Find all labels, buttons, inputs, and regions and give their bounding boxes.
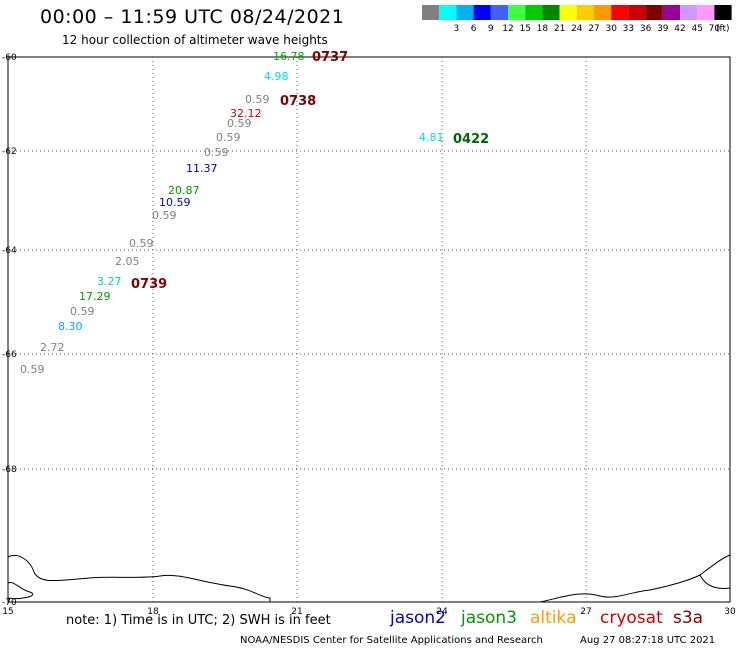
- legend-swatch: [662, 5, 680, 20]
- credit-line: NOAA/NESDIS Center for Satellite Applica…: [240, 635, 543, 646]
- satellite-jason3: jason3: [461, 608, 517, 628]
- swh-value-label: 3.27: [97, 275, 122, 288]
- lat-tick-label: -70: [2, 598, 17, 608]
- lon-tick-label: 27: [580, 607, 591, 617]
- legend-swatch: [714, 5, 732, 20]
- pass-time-label: 0738: [280, 94, 316, 109]
- map-subtitle: 12 hour collection of altimeter wave hei…: [62, 33, 328, 47]
- lon-tick-label: 30: [724, 607, 736, 617]
- legend-swatch: [439, 5, 457, 20]
- legend-swatch: [611, 5, 629, 20]
- swh-value-label: 0.59: [216, 131, 241, 144]
- legend-swatch: [697, 5, 715, 20]
- legend-swatch: [542, 5, 560, 20]
- pass-time-label: 0739: [131, 277, 167, 292]
- legend-swatch: [525, 5, 543, 20]
- legend-swatch: [422, 5, 440, 20]
- satellite-cryosat: cryosat: [600, 608, 663, 628]
- lat-tick-label: -66: [2, 350, 17, 360]
- lat-tick-label: -62: [2, 147, 17, 157]
- wave-height-labels: 16.784.980.5932.120.590.590.5911.3720.87…: [20, 50, 444, 376]
- map-title: 00:00 – 11:59 UTC 08/24/2021: [40, 6, 345, 28]
- swh-value-label: 4.81: [419, 131, 444, 144]
- legend-label: 42: [674, 24, 685, 34]
- swh-value-label: 10.59: [159, 196, 191, 209]
- swh-value-label: 2.05: [115, 255, 140, 268]
- legend-label: 12: [502, 24, 513, 34]
- legend-swatch: [576, 5, 594, 20]
- swh-value-label: 17.29: [79, 290, 111, 303]
- legend-swatch: [456, 5, 474, 20]
- swh-value-label: 16.78: [273, 50, 305, 63]
- legend-label: 33: [623, 24, 634, 34]
- swh-value-label: 4.98: [264, 70, 289, 83]
- legend-label: 27: [588, 24, 599, 34]
- legend-swatch: [628, 5, 646, 20]
- antarctic-coastline: [7, 554, 731, 603]
- swh-value-label: 2.72: [40, 341, 65, 354]
- legend-label: 3: [454, 24, 460, 34]
- legend-label: 70: [709, 24, 721, 34]
- legend-swatch: [645, 5, 663, 20]
- pass-time-labels: 0737 0738 0739 0422: [131, 50, 489, 292]
- legend-label: 30: [605, 24, 617, 34]
- legend-label: 24: [571, 24, 583, 34]
- swh-value-label: 0.59: [245, 93, 270, 106]
- generated-timestamp: Aug 27 08:27:18 UTC 2021: [580, 635, 716, 646]
- swh-value-label: 0.59: [70, 305, 95, 318]
- lat-tick-label: -68: [2, 465, 17, 475]
- legend-swatch: [559, 5, 577, 20]
- footer-note: note: 1) Time is in UTC; 2) SWH is in fe…: [66, 613, 331, 628]
- legend-label: 9: [488, 24, 494, 34]
- lon-tick-label: 15: [2, 607, 13, 617]
- lon-tick-label: 18: [147, 607, 159, 617]
- lat-tick-label: -64: [2, 246, 17, 256]
- swh-value-label: 8.30: [58, 320, 83, 333]
- legend-swatch: [594, 5, 612, 20]
- legend-swatch: [473, 5, 491, 20]
- legend-unit: (ft): [716, 24, 730, 34]
- satellite-jason2: jason2: [390, 608, 446, 628]
- color-legend: 3 6 9 12 15 18 21 24 27 30 33 36 39 42 45 70(ft): [422, 5, 732, 34]
- lon-tick-label: 24: [436, 607, 448, 617]
- map-frame: [7, 56, 731, 603]
- pass-time-label: 0737: [312, 50, 348, 65]
- legend-label: 6: [471, 24, 477, 34]
- swh-value-label: 32.12: [230, 107, 262, 120]
- legend-label: 36: [640, 24, 652, 34]
- legend-label: 15: [519, 24, 530, 34]
- legend-label: 39: [657, 24, 669, 34]
- legend-label: 45: [691, 24, 702, 34]
- legend-swatch: [508, 5, 526, 20]
- lon-tick-label: 21: [291, 607, 302, 617]
- pass-time-label: 0422: [453, 132, 489, 147]
- legend-swatch: [680, 5, 698, 20]
- swh-value-label: 0.59: [227, 117, 252, 130]
- lat-lon-grid: [8, 57, 730, 602]
- swh-value-label: 0.59: [129, 237, 154, 250]
- swh-value-label: 20.87: [168, 184, 200, 197]
- swh-value-label: 0.59: [20, 363, 45, 376]
- legend-label: 18: [537, 24, 549, 34]
- legend-swatch: [490, 5, 508, 20]
- satellite-s3a: s3a: [673, 608, 704, 628]
- swh-value-label: 0.59: [152, 209, 177, 222]
- legend-label: 21: [554, 24, 565, 34]
- lat-tick-label: -60: [2, 53, 17, 63]
- swh-value-label: 0.59: [204, 146, 229, 159]
- swh-value-label: 11.37: [186, 162, 218, 175]
- satellite-altika: altika: [530, 608, 577, 628]
- axis-tick-labels: 15 18 21 24 27 30 -60 -62 -64 -66 -68 -70: [2, 53, 736, 617]
